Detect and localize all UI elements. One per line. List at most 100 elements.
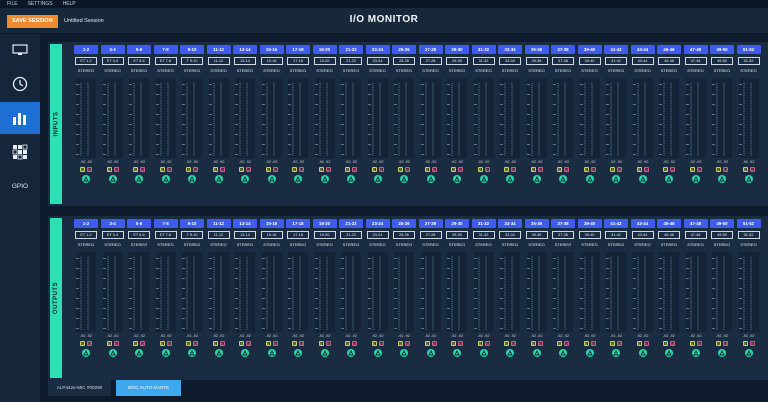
solo-button[interactable]: S [159, 167, 165, 172]
channel-name-field[interactable]: 17-18 [287, 231, 309, 239]
solo-button[interactable]: S [159, 341, 165, 346]
mute-button[interactable]: M [723, 167, 728, 172]
channel-name-field[interactable]: 29-30 [446, 231, 468, 239]
mute-button[interactable]: M [219, 167, 225, 172]
route-button[interactable] [294, 175, 302, 183]
solo-button[interactable]: S [186, 167, 191, 172]
channel-button[interactable]: 21-22 [339, 45, 363, 54]
channel-button[interactable]: 1-2 [74, 219, 98, 228]
channel-name-field[interactable]: 37-38 [552, 57, 574, 65]
mute-button[interactable]: M [378, 341, 384, 346]
route-button[interactable] [479, 175, 488, 183]
channel-name-field[interactable]: 37-38 [552, 231, 574, 239]
solo-button[interactable]: S [530, 341, 536, 346]
channel-button[interactable]: 7-8 [153, 45, 178, 54]
channel-name-field[interactable]: 39-40 [578, 57, 601, 65]
solo-button[interactable]: S [398, 167, 403, 172]
channel-name-field[interactable]: ET 5-6 [128, 57, 150, 65]
mute-button[interactable]: M [431, 341, 437, 346]
channel-name-field[interactable]: 33-34 [499, 231, 521, 239]
mute-button[interactable]: M [325, 341, 331, 346]
route-button[interactable] [638, 175, 647, 183]
route-button[interactable] [214, 175, 223, 183]
mute-button[interactable]: M [723, 341, 728, 346]
mute-button[interactable]: M [617, 341, 622, 346]
solo-button[interactable]: S [424, 167, 430, 172]
channel-button[interactable]: 9-10 [180, 45, 204, 54]
route-button[interactable] [267, 349, 276, 357]
channel-button[interactable]: 5-6 [127, 219, 151, 228]
channel-button[interactable]: 41-42 [604, 45, 628, 54]
solo-button[interactable]: S [742, 341, 748, 346]
channel-name-field[interactable]: 21-22 [340, 231, 362, 239]
channel-name-field[interactable]: 19-20 [313, 231, 336, 239]
route-button[interactable] [320, 349, 329, 357]
mute-button[interactable]: M [405, 167, 410, 172]
solo-button[interactable]: S [186, 341, 191, 346]
solo-button[interactable]: S [663, 167, 668, 172]
route-button[interactable] [744, 349, 753, 357]
mute-button[interactable]: M [670, 167, 675, 172]
route-button[interactable] [585, 349, 594, 357]
channel-name-field[interactable]: 27-28 [419, 57, 442, 65]
mute-button[interactable]: M [352, 167, 357, 172]
channel-button[interactable]: 9-10 [180, 219, 204, 228]
channel-button[interactable]: 17-18 [286, 45, 310, 54]
channel-name-field[interactable]: ET 1-2 [75, 57, 97, 65]
solo-button[interactable]: S [610, 167, 615, 172]
route-button[interactable] [373, 349, 382, 357]
channel-name-field[interactable]: 17-18 [287, 57, 309, 65]
solo-button[interactable]: S [636, 341, 642, 346]
solo-button[interactable]: S [583, 341, 589, 346]
channel-name-field[interactable]: ET 3-4 [101, 231, 124, 239]
route-button[interactable] [718, 349, 726, 357]
mute-button[interactable]: M [537, 341, 543, 346]
channel-button[interactable]: 43-44 [630, 219, 655, 228]
solo-button[interactable]: S [212, 341, 218, 346]
solo-button[interactable]: S [557, 167, 562, 172]
channel-name-field[interactable]: 13-14 [234, 231, 256, 239]
mute-button[interactable]: M [511, 341, 516, 346]
channel-name-field[interactable]: 41-42 [605, 231, 627, 239]
channel-name-field[interactable]: 35-36 [525, 231, 548, 239]
route-button[interactable] [585, 175, 594, 183]
solo-button[interactable]: S [504, 167, 509, 172]
solo-button[interactable]: S [477, 167, 483, 172]
channel-button[interactable]: 7-8 [153, 219, 178, 228]
channel-button[interactable]: 5-6 [127, 45, 151, 54]
route-button[interactable] [691, 175, 700, 183]
channel-name-field[interactable]: 15-16 [260, 57, 283, 65]
channel-button[interactable]: 33-34 [498, 219, 522, 228]
channel-name-field[interactable]: T 9-10 [181, 231, 203, 239]
channel-button[interactable]: 3-4 [100, 219, 125, 228]
channel-button[interactable]: 29-30 [445, 45, 469, 54]
channel-button[interactable]: 27-28 [418, 45, 443, 54]
channel-name-field[interactable]: ET 7-8 [154, 57, 177, 65]
solo-button[interactable]: S [371, 341, 377, 346]
route-button[interactable] [108, 349, 117, 357]
channel-button[interactable]: 21-22 [339, 219, 363, 228]
channel-button[interactable]: 35-36 [524, 219, 549, 228]
channel-button[interactable]: 17-18 [286, 219, 310, 228]
channel-button[interactable]: 25-26 [392, 45, 416, 54]
channel-button[interactable]: 19-20 [312, 219, 337, 228]
solo-button[interactable]: S [451, 167, 456, 172]
channel-button[interactable]: 41-42 [604, 219, 628, 228]
mute-button[interactable]: M [458, 167, 463, 172]
mute-button[interactable]: M [299, 341, 304, 346]
mute-button[interactable]: M [87, 167, 92, 172]
mute-button[interactable]: M [484, 341, 490, 346]
channel-button[interactable]: 29-30 [445, 219, 469, 228]
channel-button[interactable]: 45-46 [657, 219, 681, 228]
solo-button[interactable]: S [689, 341, 695, 346]
solo-button[interactable]: S [292, 341, 297, 346]
mute-button[interactable]: M [140, 167, 145, 172]
route-button[interactable] [612, 349, 620, 357]
solo-button[interactable]: S [345, 341, 350, 346]
channel-button[interactable]: 3-4 [100, 45, 125, 54]
channel-button[interactable]: 13-14 [233, 219, 257, 228]
channel-button[interactable]: 45-46 [657, 45, 681, 54]
inputs-tab[interactable]: INPUTS [50, 44, 62, 204]
route-button[interactable] [108, 175, 117, 183]
route-button[interactable] [347, 175, 355, 183]
